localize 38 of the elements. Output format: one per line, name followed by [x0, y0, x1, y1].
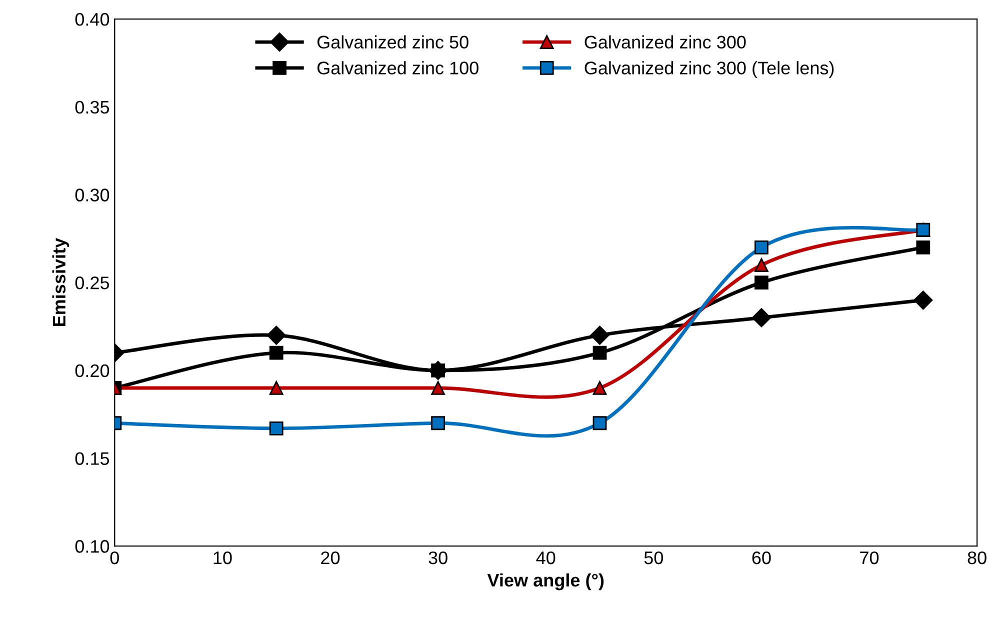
y-tick-label: 0.25: [75, 276, 110, 290]
point: [754, 276, 768, 290]
x-axis-title: View angle (°): [487, 573, 604, 590]
y-axis-title: Emissivity: [52, 238, 70, 326]
x-tick-label: 10: [214, 551, 232, 564]
x-tick-label: 0: [110, 551, 119, 564]
y-tick-label: 0.20: [75, 364, 110, 378]
x-tick-label: 60: [752, 551, 771, 564]
x-tick-label: 30: [428, 551, 448, 564]
legend-label: Galvanized zinc 100: [317, 61, 478, 74]
y-tick-label: 0.40: [75, 12, 110, 26]
point: [914, 290, 933, 310]
point: [269, 421, 284, 436]
x-tick-label: 80: [968, 551, 986, 564]
x-tick-label: 70: [860, 551, 879, 564]
legend-label: Galvanized zinc 300 (Tele lens): [584, 61, 834, 78]
point: [269, 346, 284, 360]
y-tick-label: 0.30: [75, 188, 110, 202]
legend-label: Galvanized zinc 300: [584, 35, 746, 49]
point: [431, 416, 445, 430]
x-tick-label: 40: [536, 551, 556, 564]
point: [752, 308, 771, 328]
x-tick-label: 50: [644, 551, 663, 564]
point: [269, 381, 284, 395]
point: [590, 326, 610, 345]
x-tick-label: 20: [321, 551, 340, 564]
y-tick-label: 0.15: [75, 452, 110, 465]
point: [592, 381, 607, 395]
point: [431, 381, 445, 395]
y-tick-label: 0.10: [75, 540, 110, 553]
point: [592, 346, 607, 360]
point: [266, 326, 286, 345]
y-tick-label: 0.35: [75, 100, 110, 114]
legend-label: Galvanized zinc 50: [317, 35, 468, 49]
point: [754, 258, 768, 272]
point: [916, 240, 930, 254]
point: [592, 416, 607, 430]
point: [754, 240, 768, 254]
